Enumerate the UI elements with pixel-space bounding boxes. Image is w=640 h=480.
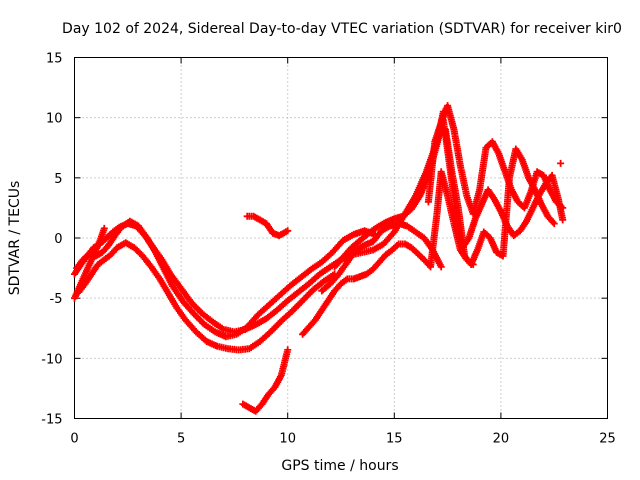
plot-frame <box>74 57 608 419</box>
series-track-2 <box>73 217 379 341</box>
x-tick-label: 10 <box>279 432 296 447</box>
series-track-5 <box>243 212 292 240</box>
data-point <box>284 227 292 235</box>
series-track-8 <box>318 220 445 295</box>
y-tick-label: 0 <box>54 232 62 247</box>
y-tick-label: 15 <box>46 52 63 67</box>
data-marks <box>71 102 567 415</box>
series-track-6 <box>239 346 292 415</box>
data-point <box>100 224 108 232</box>
data-point <box>559 216 567 224</box>
data-point <box>559 204 567 212</box>
y-tick-label: -10 <box>41 352 62 367</box>
series-track-4 <box>71 224 108 302</box>
y-tick-label: -5 <box>50 292 63 307</box>
data-point <box>437 263 445 271</box>
y-tick-label: 10 <box>46 112 63 127</box>
x-tick-label: 15 <box>386 432 403 447</box>
series-track-3 <box>75 239 339 354</box>
series-track-11 <box>442 126 558 268</box>
y-ticks: -15 -10 -5 0 5 10 15 <box>41 52 608 428</box>
x-tick-label: 0 <box>70 432 78 447</box>
x-axis-label: GPS time / hours <box>281 458 398 474</box>
data-point <box>284 346 292 354</box>
x-ticks: 0 5 10 15 20 25 <box>70 57 616 447</box>
data-point <box>550 220 558 228</box>
grid-lines <box>74 57 608 419</box>
y-tick-label: -15 <box>41 413 62 428</box>
data-point <box>557 159 565 167</box>
x-tick-label: 25 <box>599 432 616 447</box>
y-axis-label: SDTVAR / TECUs <box>7 181 23 296</box>
x-tick-label: 5 <box>177 432 185 447</box>
y-tick-label: 5 <box>54 172 62 187</box>
x-tick-label: 20 <box>493 432 510 447</box>
series-track-12 <box>557 159 565 167</box>
chart-title: Day 102 of 2024, Sidereal Day-to-day VTE… <box>62 21 622 37</box>
